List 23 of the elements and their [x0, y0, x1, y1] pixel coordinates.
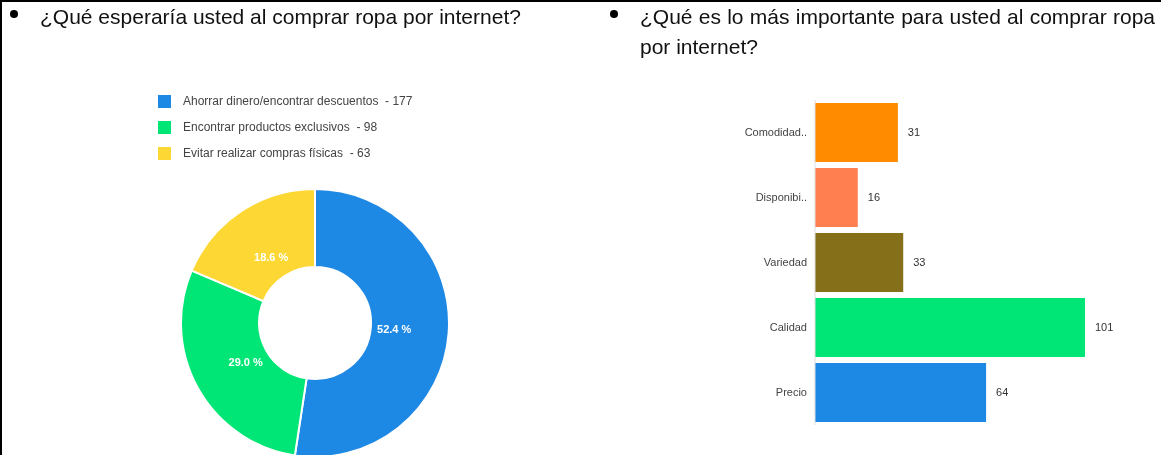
bar [815, 298, 1085, 357]
bar [815, 363, 987, 422]
bar [815, 103, 898, 162]
data-label: 31 [907, 126, 921, 139]
data-label: 18.6 % [254, 250, 289, 263]
chart-title: ¿Qué es lo más importante para usted al comprar ropa por internet? [640, 4, 1155, 60]
data-label: 64 [996, 386, 1009, 399]
legend-label: Encontrar productos exclusivos - 98 [183, 119, 378, 136]
data-label: 33 [913, 256, 926, 269]
y-tick-label: Disponibi.. [755, 191, 807, 204]
y-tick-label: Precio [775, 386, 807, 399]
bar [815, 233, 904, 292]
legend-label: Evitar realizar compras físicas - 63 [183, 145, 371, 162]
y-tick-label: Comodidad.. [744, 126, 807, 139]
chart-title: ¿Qué esperaría usted al comprar ropa por internet? [40, 4, 521, 30]
data-label: 16 [867, 191, 881, 204]
data-label: 29.0 % [228, 355, 263, 368]
bar [815, 168, 858, 227]
data-label: 101 [1095, 321, 1114, 334]
data-label: 52.4 % [377, 322, 412, 335]
legend-label: Ahorrar dinero/encontrar descuentos - 177 [183, 93, 413, 110]
y-tick-label: Variedad [763, 256, 807, 269]
y-tick-label: Calidad [769, 321, 807, 334]
